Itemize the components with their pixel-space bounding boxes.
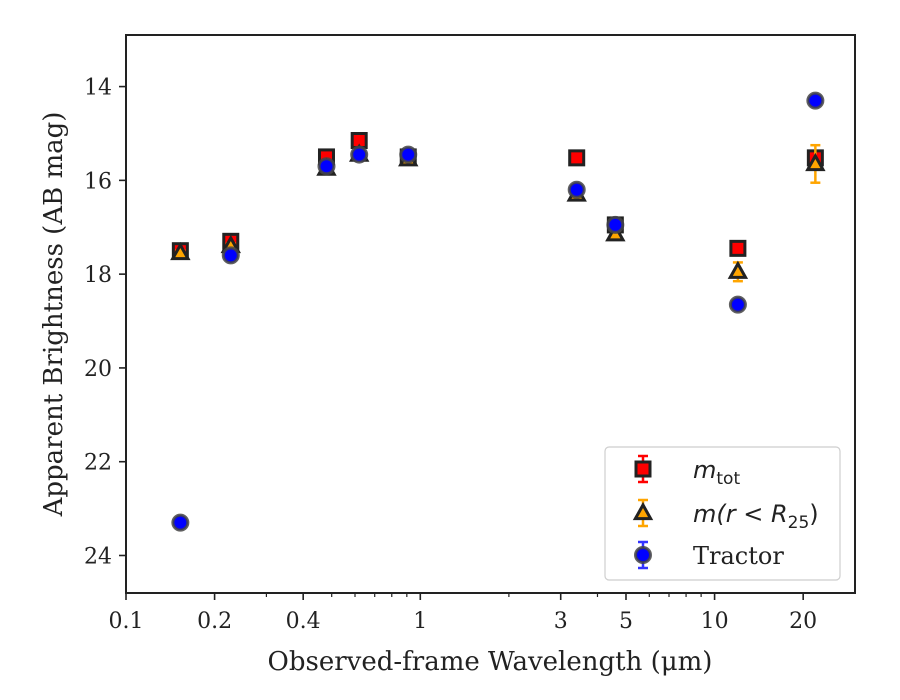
x-tick-label: 0.4 (286, 609, 321, 634)
x-axis-label: Observed-frame Wavelength (μm) (268, 647, 713, 677)
data-point (727, 260, 749, 279)
legend-box (604, 446, 841, 581)
y-axis-label: Apparent Brightness (AB mag) (39, 112, 69, 518)
data-point (171, 513, 190, 532)
plot-frame (125, 34, 856, 594)
data-point (568, 149, 586, 167)
data-point (170, 241, 191, 261)
x-tick-label: 0.2 (197, 609, 232, 634)
y-tick-label: 14 (84, 76, 112, 101)
x-tick-label: 0.1 (109, 609, 144, 634)
legend-marker (634, 546, 652, 564)
x-tick-label: 3 (554, 609, 568, 634)
series-square (171, 132, 824, 260)
data-point (606, 215, 625, 234)
x-tick-label: 10 (701, 609, 729, 634)
y-tick-label: 22 (84, 451, 112, 476)
data-point (729, 239, 747, 257)
series-circle (171, 91, 825, 532)
data-point (567, 180, 586, 199)
y-tick-label: 18 (84, 263, 112, 288)
y-tick-label: 16 (84, 169, 112, 194)
legend-label: Tractor (693, 542, 784, 570)
data-point (317, 157, 336, 176)
legend-label: mtot (693, 456, 740, 489)
data-point (728, 295, 747, 314)
axis-ticks: 0.1 0.2 0.4 1 3 5 10 20 14 16 18 20 22 24 (84, 76, 817, 634)
x-tick-label: 1 (413, 609, 427, 634)
y-tick-label: 20 (84, 357, 112, 382)
data-point (805, 152, 826, 172)
series-triangle (170, 143, 826, 283)
data-point (806, 91, 825, 110)
legend: mtot m(r < R25) Tractor (604, 446, 841, 581)
x-tick-label: 5 (619, 609, 633, 634)
data-point (399, 145, 418, 164)
x-tick-label: 20 (789, 609, 817, 634)
data-marks (170, 91, 826, 532)
legend-marker (634, 460, 652, 478)
y-tick-label: 24 (84, 544, 112, 569)
data-point (350, 145, 369, 164)
legend-marker (632, 501, 654, 521)
legend-label: m(r < R25) (693, 500, 819, 533)
data-point (221, 246, 240, 265)
